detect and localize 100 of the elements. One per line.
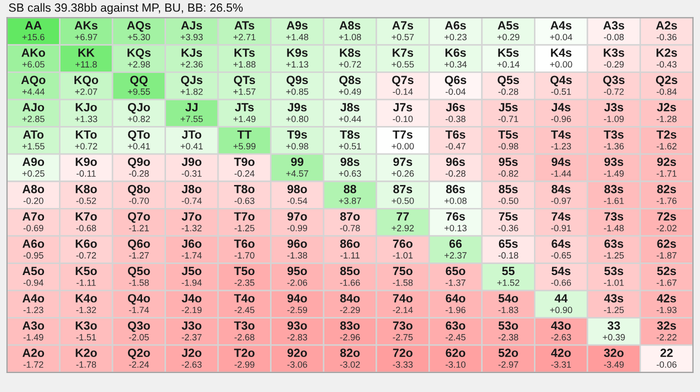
data-label: -0.28 — [129, 170, 149, 177]
data-label: +0.41 — [180, 143, 203, 150]
data-label: -1.32 — [76, 306, 96, 314]
annotation: 98s — [340, 158, 360, 166]
data-label: +6.97 — [75, 34, 98, 40]
data-label: -1.21 — [129, 224, 149, 232]
data-label: -2.83 — [287, 334, 308, 340]
data-label: +2.36 — [180, 61, 203, 68]
data-label: +0.34 — [444, 61, 467, 68]
data-label: +0.63 — [339, 170, 362, 177]
annotation: A8s — [339, 21, 360, 30]
data-label: +0.72 — [339, 61, 361, 68]
annotation: 92o — [287, 348, 307, 358]
data-label: -1.78 — [76, 361, 96, 368]
data-label: -1.11 — [340, 252, 360, 258]
data-label: +0.57 — [392, 34, 414, 40]
annotation: 65s — [498, 239, 518, 248]
data-label: +0.50 — [392, 198, 414, 204]
data-label: +2.85 — [22, 116, 44, 122]
annotation: 55 — [502, 266, 515, 276]
annotation: 95s — [498, 158, 518, 166]
annotation: 76s — [446, 212, 465, 221]
annotation: 73s — [604, 212, 624, 221]
annotation: 53s — [604, 266, 624, 276]
data-label: -1.71 — [656, 170, 676, 177]
data-label: +1.08 — [339, 34, 362, 40]
annotation: K6o — [76, 239, 97, 248]
data-label: -0.91 — [551, 224, 571, 232]
annotation: 54o — [498, 294, 518, 302]
annotation: Q7s — [392, 76, 414, 86]
data-label: -1.27 — [129, 252, 149, 258]
data-label: +0.08 — [444, 198, 467, 204]
annotation: AQo — [21, 76, 46, 86]
data-label: -1.67 — [656, 279, 676, 286]
annotation: J8o — [182, 184, 202, 194]
data-label: -1.28 — [656, 116, 677, 122]
data-label: -0.08 — [604, 34, 624, 40]
annotation: J6s — [446, 103, 465, 112]
data-label: -0.47 — [446, 143, 466, 150]
annotation: 42o — [551, 348, 571, 358]
data-label: -1.48 — [604, 224, 624, 232]
annotation: ATo — [23, 130, 44, 139]
annotation: J4o — [182, 294, 202, 302]
data-label: +2.98 — [128, 61, 150, 68]
annotation: Q3s — [603, 76, 625, 86]
annotation: AQs — [127, 21, 151, 32]
data-label: +0.72 — [75, 143, 98, 150]
annotation: T2o — [234, 348, 254, 358]
annotation: T4o — [234, 294, 254, 302]
annotation: 44 — [554, 294, 568, 302]
annotation: 87o — [340, 212, 360, 221]
data-label: -2.02 — [656, 224, 676, 232]
data-label: -1.44 — [551, 170, 572, 177]
data-label: -1.51 — [76, 334, 96, 340]
data-label: +9.55 — [128, 88, 150, 95]
annotation: 75s — [498, 212, 518, 221]
data-label: -1.25 — [604, 306, 624, 314]
data-label: -0.06 — [656, 361, 677, 368]
annotation: 87s — [393, 184, 412, 194]
annotation: Q5o — [128, 266, 150, 278]
data-label: +1.55 — [22, 143, 44, 150]
annotation: K6s — [446, 48, 466, 57]
data-label: -1.70 — [234, 252, 254, 259]
data-label: -2.59 — [287, 306, 308, 314]
data-label: -0.04 — [446, 88, 466, 95]
annotation: Q2o — [128, 348, 150, 360]
annotation: T4s — [551, 130, 571, 139]
data-label: -0.71 — [498, 116, 518, 122]
data-label: -1.83 — [498, 306, 518, 314]
data-label: +7.55 — [180, 116, 203, 122]
data-label: -1.58 — [392, 279, 413, 286]
data-label: -0.66 — [551, 279, 571, 286]
annotation: JTs — [234, 103, 254, 112]
annotation: J9s — [288, 103, 307, 112]
annotation: 54s — [552, 266, 570, 276]
annotation: 82s — [657, 184, 676, 194]
data-label: -1.96 — [446, 306, 466, 314]
data-label: -0.72 — [76, 252, 96, 259]
annotation: T7s — [392, 130, 412, 139]
annotation: K2s — [656, 48, 677, 57]
annotation: T5s — [498, 130, 518, 139]
annotation: T9s — [287, 130, 307, 139]
data-label: -0.18 — [498, 252, 518, 259]
data-label: -0.96 — [551, 116, 571, 122]
data-label: -3.02 — [340, 361, 360, 368]
annotation: 94s — [552, 158, 570, 166]
data-label: -1.11 — [76, 280, 96, 286]
annotation: T7o — [234, 212, 254, 221]
data-label: -2.63 — [182, 361, 202, 368]
data-label: +5.30 — [128, 34, 150, 40]
annotation: J3s — [604, 103, 624, 112]
annotation: A3s — [603, 21, 624, 30]
annotation: 92s — [657, 158, 676, 166]
annotation: QQ — [130, 76, 148, 86]
annotation: 83s — [604, 184, 624, 194]
data-label: -2.68 — [234, 334, 254, 340]
data-label: -1.74 — [129, 306, 149, 314]
data-label: -0.95 — [24, 252, 44, 259]
data-label: -1.66 — [340, 279, 360, 286]
data-label: +1.57 — [233, 88, 256, 95]
